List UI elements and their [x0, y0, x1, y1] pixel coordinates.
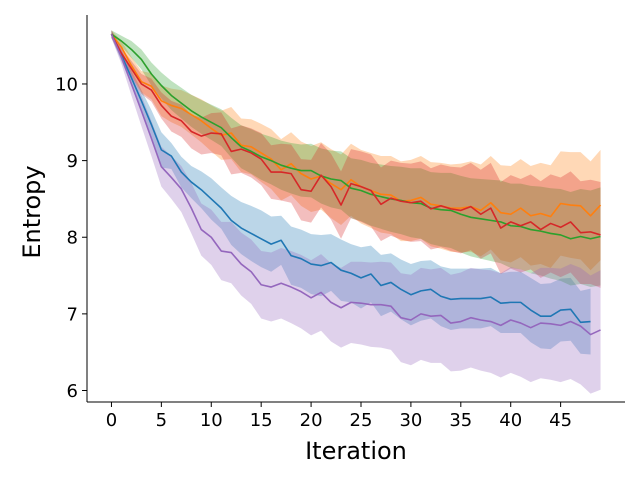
- x-tick-label-30: 30: [399, 410, 422, 431]
- y-axis-label: Entropy: [18, 165, 46, 258]
- line-red: [110, 33, 601, 236]
- x-tick-label-5: 5: [156, 410, 167, 431]
- x-axis-label: Iteration: [305, 437, 407, 465]
- x-tick-label-35: 35: [449, 410, 472, 431]
- line-green: [110, 33, 601, 240]
- band-red: [111, 30, 601, 288]
- x-tick-label-15: 15: [250, 410, 273, 431]
- x-tick-label-25: 25: [350, 410, 373, 431]
- x-tick-label-40: 40: [499, 410, 522, 431]
- axes: [86, 15, 625, 403]
- line-blue: [110, 33, 591, 324]
- y-tick-label-9: 9: [67, 151, 78, 172]
- line-orange: [110, 33, 602, 218]
- x-tick-label-20: 20: [300, 410, 323, 431]
- x-tick-label-45: 45: [549, 410, 572, 431]
- band-green: [111, 30, 601, 288]
- x-tick-label-0: 0: [106, 410, 117, 431]
- y-tick-label-6: 6: [67, 381, 78, 402]
- y-tick-label-8: 8: [67, 228, 78, 249]
- band-purple: [111, 30, 601, 394]
- band-blue: [111, 30, 591, 355]
- y-tick-label-10: 10: [55, 74, 78, 95]
- y-tick-label-7: 7: [67, 304, 78, 325]
- x-tick-label-10: 10: [200, 410, 223, 431]
- line-purple: [110, 33, 601, 336]
- y-axis-ticks: 6 7 8 9 10: [55, 74, 87, 402]
- x-axis-ticks: 0 5 10 15 20 25 30 35 40 45: [106, 402, 572, 431]
- series-lines: [110, 33, 602, 336]
